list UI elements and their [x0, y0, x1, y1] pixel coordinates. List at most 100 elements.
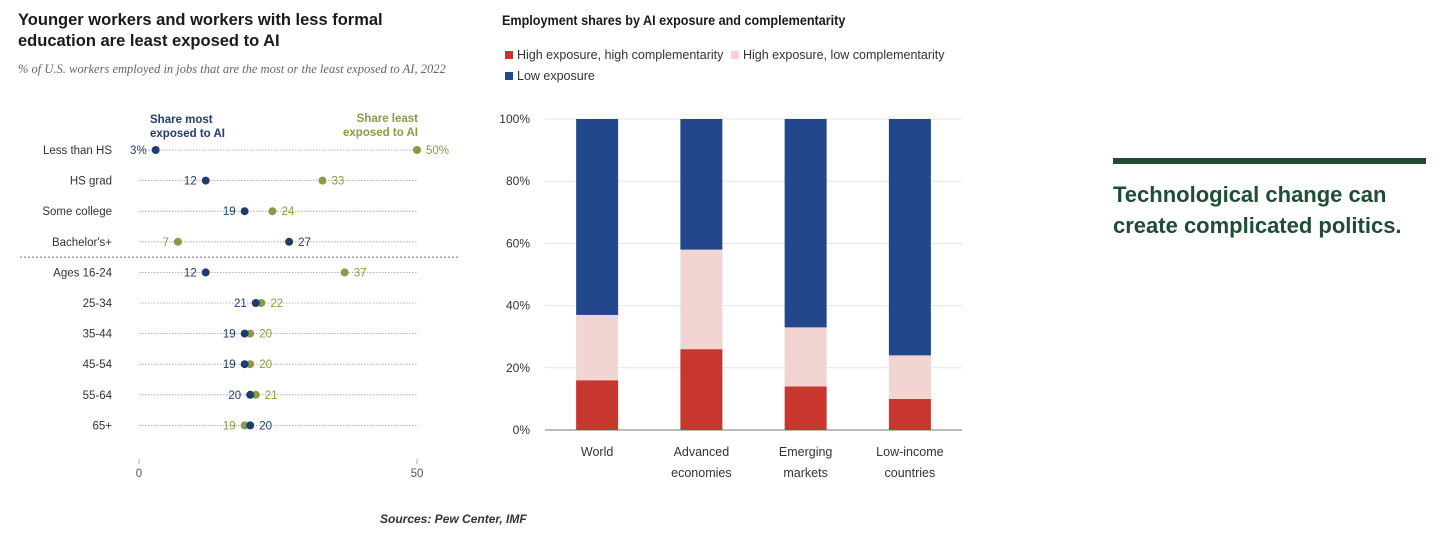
row-label: Some college [42, 206, 112, 218]
x-category-label: Low-income [876, 445, 943, 459]
legend-label: High exposure, high complementarity [517, 48, 724, 62]
stacked-bar-chart: 0% 20% 40% 60% 80% 100% World Advanced economies… [499, 112, 962, 480]
legend-swatch [505, 72, 513, 80]
series-label-least-exposed: Share least exposed to AI [343, 113, 418, 139]
y-tick-label: 60% [506, 236, 530, 250]
data-label-most: 3% [130, 145, 147, 157]
row-label: Bachelor's+ [52, 237, 112, 249]
dot-least-exposed [257, 299, 266, 307]
bar-segment [888, 398, 931, 430]
x-tick-label: 0 [136, 468, 142, 480]
y-tick-label: 40% [506, 299, 530, 313]
data-label-least: 7 [163, 237, 169, 249]
data-label-least: 19 [223, 420, 236, 432]
bar-segment [680, 249, 723, 350]
series-label-line: Share most [150, 114, 213, 126]
data-label-least: 24 [281, 206, 294, 218]
row-label: Ages 16-24 [53, 267, 112, 279]
series-label-line: exposed to AI [150, 128, 225, 140]
data-label-least: 50% [426, 145, 449, 157]
data-label-most: 19 [223, 359, 236, 371]
x-category-label: Emerging [779, 445, 833, 459]
dot-most-exposed [285, 237, 294, 246]
dot-least-exposed [240, 421, 249, 430]
data-label-most: 20 [228, 390, 241, 402]
imf-chart-title: Employment shares by AI exposure and com… [502, 12, 846, 28]
data-label-least: 37 [354, 267, 367, 279]
data-label-least: 20 [259, 329, 272, 341]
row-label: 55-64 [83, 390, 113, 402]
row-label: 35-44 [83, 329, 113, 341]
series-label-line: exposed to AI [343, 127, 418, 139]
series-label-line: Share least [357, 113, 419, 125]
data-label-most: 21 [234, 298, 247, 310]
data-label-least: 20 [259, 359, 272, 371]
x-tick-label: 50 [411, 468, 424, 480]
legend-swatch [731, 51, 739, 59]
bar-segment [576, 314, 619, 381]
data-label-least: 21 [265, 390, 278, 402]
x-category-label: Advanced [674, 445, 730, 459]
dot-most-exposed [240, 207, 249, 216]
row-label: Less than HS [43, 145, 112, 157]
dot-plot-chart: Share most exposed to AI Share least expose… [20, 113, 458, 480]
series-label-most-exposed: Share most exposed to AI [150, 114, 225, 140]
legend-swatch [505, 51, 513, 59]
bar-segment [576, 119, 619, 315]
legend-item-high-low: High exposure, low complementarity [731, 48, 944, 62]
legend-item-low: Low exposure [505, 69, 595, 83]
dot-most-exposed [251, 299, 260, 307]
x-category-label: markets [783, 466, 827, 480]
legend-label: High exposure, low complementarity [743, 48, 945, 62]
bar-segment [784, 386, 827, 430]
dot-most-exposed [201, 176, 210, 185]
dot-least-exposed [268, 207, 277, 216]
x-category-label: countries [885, 466, 936, 480]
data-label-most: 12 [184, 267, 197, 279]
dot-least-exposed [413, 146, 421, 154]
data-label-least: 33 [331, 176, 344, 188]
legend-item-high-high: High exposure, high complementarity [505, 48, 723, 62]
data-label-most: 19 [223, 206, 236, 218]
dot-most-exposed [240, 329, 249, 338]
row-label: 45-54 [83, 359, 113, 371]
bar-segment [680, 119, 723, 250]
bar-segment [784, 119, 827, 328]
x-category-label: World [581, 445, 613, 459]
row-label: 65+ [92, 420, 112, 432]
pew-chart-title: Younger workers and workers with less fo… [18, 11, 383, 50]
y-tick-label: 80% [506, 174, 530, 188]
legend-label: Low exposure [517, 69, 595, 83]
bar-segment [784, 327, 827, 387]
bar-segment [680, 349, 723, 430]
bar-segment [888, 355, 931, 399]
row-label: 25-34 [83, 298, 113, 310]
y-tick-label: 100% [499, 112, 530, 126]
data-label-most: 20 [259, 420, 272, 432]
y-tick-label: 0% [513, 423, 531, 437]
dot-least-exposed [173, 237, 182, 246]
data-label-most: 27 [298, 237, 311, 249]
row-label: HS grad [70, 176, 112, 188]
data-label-most: 19 [223, 329, 236, 341]
callout-text: Technological change can create complica… [1113, 182, 1402, 238]
dot-most-exposed [201, 268, 210, 277]
bar-segment [576, 380, 619, 430]
dot-least-exposed [246, 360, 255, 369]
dot-least-exposed [318, 176, 327, 185]
y-tick-label: 20% [506, 361, 530, 375]
data-label-least: 22 [270, 298, 283, 310]
dot-most-exposed [151, 146, 160, 154]
pew-chart-subtitle: % of U.S. workers employed in jobs that … [18, 62, 446, 76]
sources-note: Sources: Pew Center, IMF [380, 512, 527, 526]
data-label-most: 12 [184, 176, 197, 188]
dot-least-exposed [340, 268, 349, 277]
dot-most-exposed [246, 421, 255, 430]
dot-least-exposed [251, 390, 260, 399]
callout-rule [1113, 158, 1426, 164]
x-category-label: economies [671, 466, 731, 480]
bar-segment [888, 119, 931, 356]
dot-least-exposed [246, 329, 255, 338]
dot-most-exposed [246, 390, 255, 399]
dot-most-exposed [240, 360, 249, 369]
